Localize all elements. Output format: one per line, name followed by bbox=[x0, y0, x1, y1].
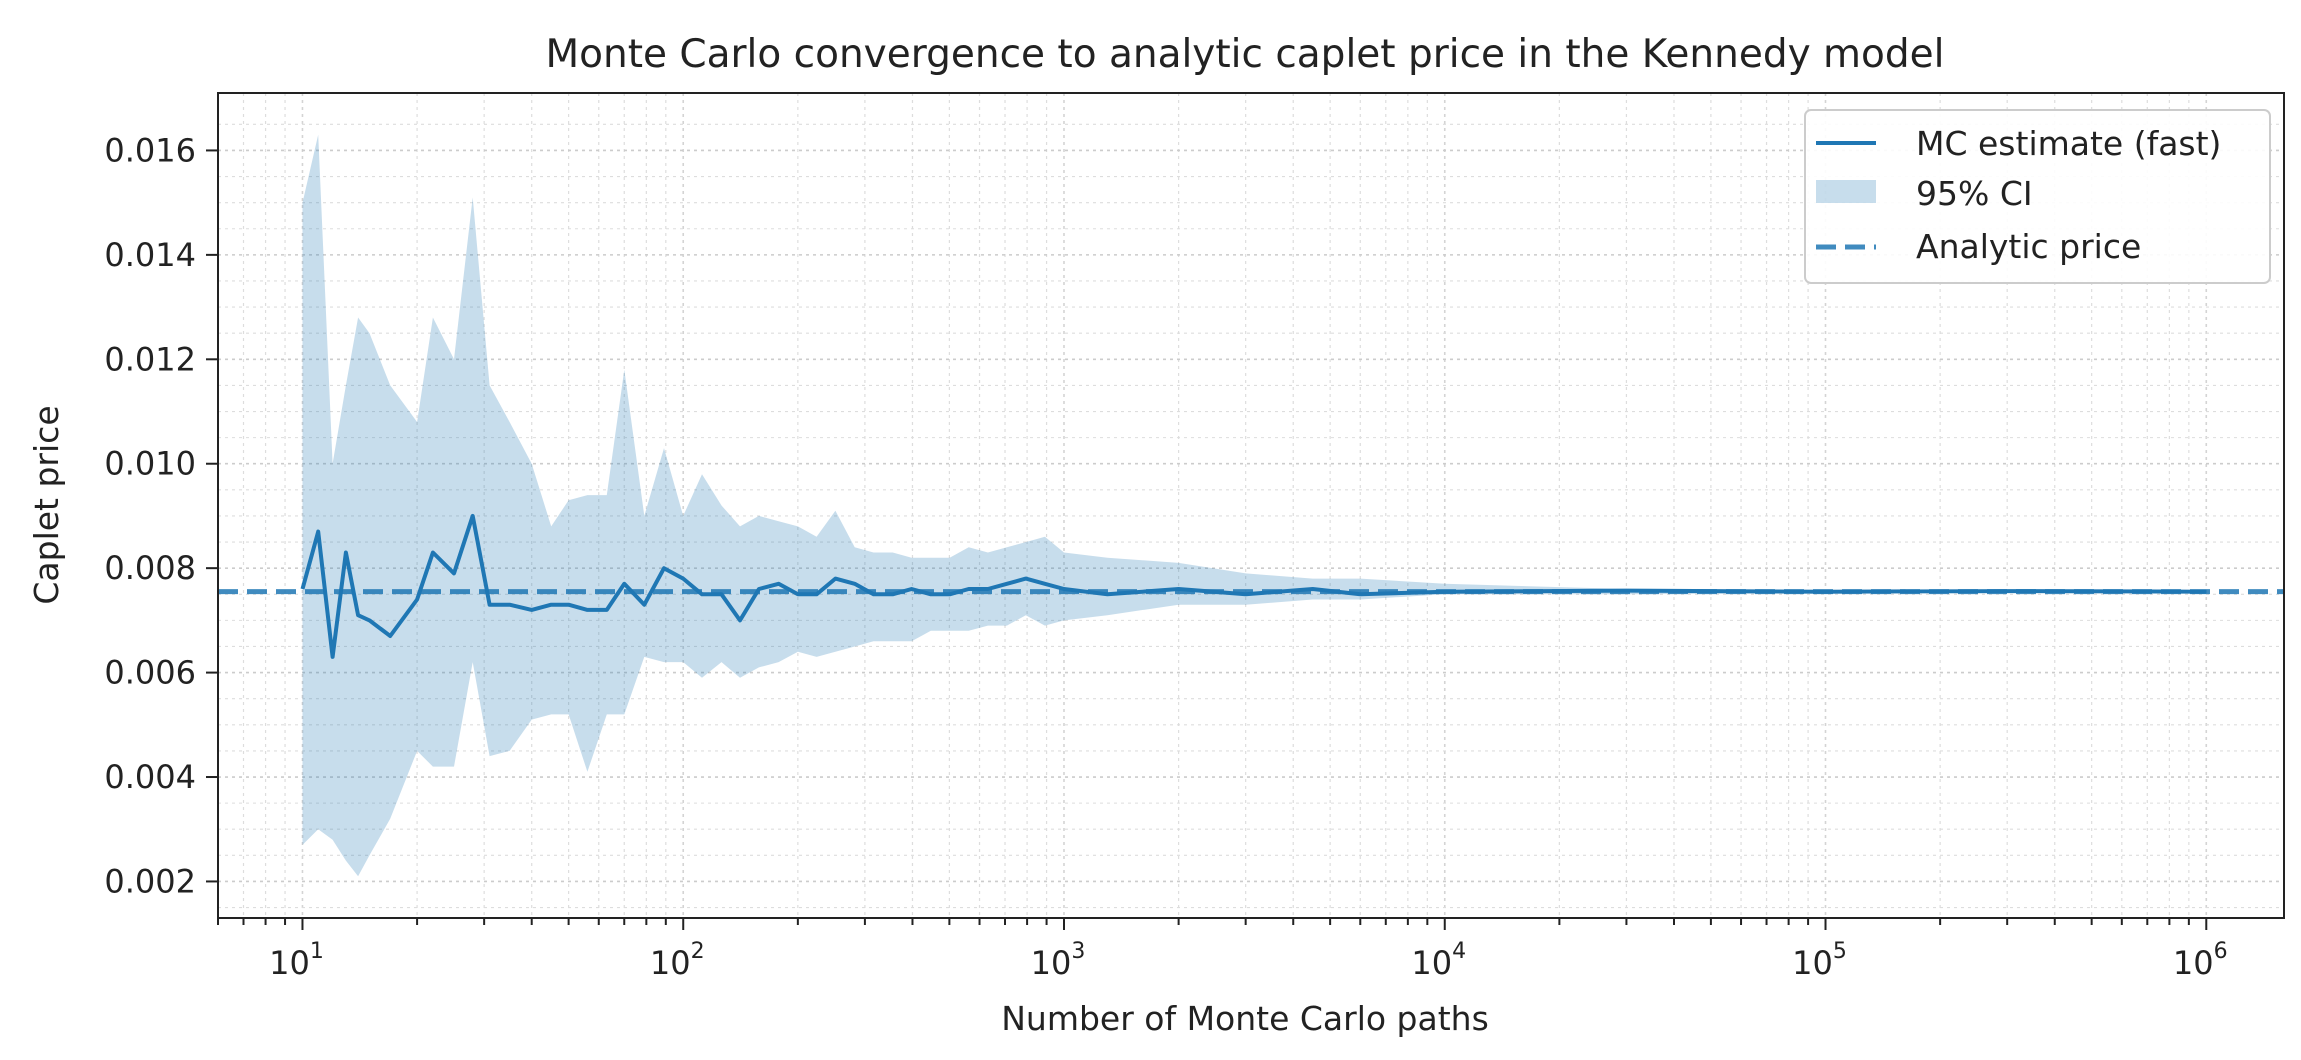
x-tick-exponent: 4 bbox=[1452, 939, 1466, 964]
x-tick-base: 10 bbox=[1411, 944, 1452, 982]
axes-frame bbox=[217, 92, 2285, 919]
x-tick-exponent: 5 bbox=[1833, 939, 1847, 964]
x-axis: 101 102 103 104 105 106 bbox=[217, 918, 2228, 982]
chart-title: Monte Carlo convergence to analytic capl… bbox=[545, 32, 1944, 77]
legend-box bbox=[1804, 109, 2271, 284]
y-tick-label: 0.010 bbox=[104, 445, 196, 483]
legend-swatch-ci bbox=[1816, 180, 1876, 203]
mc-estimate-line bbox=[300, 513, 2207, 659]
y-tick-label: 0.016 bbox=[104, 131, 196, 169]
x-tick-exponent: 1 bbox=[310, 939, 324, 964]
x-tick-label: 103 bbox=[1031, 939, 1086, 982]
x-tick-base: 10 bbox=[1031, 944, 1072, 982]
y-tick-label: 0.012 bbox=[104, 340, 196, 378]
x-axis-label: Number of Monte Carlo paths bbox=[1001, 999, 1489, 1038]
plot-area: 101 102 103 104 105 106 0.0020.0040.0060.0080… bbox=[104, 92, 2285, 982]
grid bbox=[217, 93, 2284, 918]
x-tick-label: 102 bbox=[650, 939, 705, 982]
y-tick-label: 0.006 bbox=[104, 654, 196, 692]
x-tick-base: 10 bbox=[1792, 944, 1833, 982]
y-tick-label: 0.014 bbox=[104, 236, 196, 274]
x-tick-label: 101 bbox=[269, 939, 324, 982]
y-axis: 0.002 0.004 0.006 0.008 0.010 0.012 0.014 0.016 bbox=[104, 131, 218, 900]
x-tick-label: 104 bbox=[1411, 939, 1466, 982]
legend-label-mc-estimate: MC estimate (fast) bbox=[1916, 124, 2221, 163]
x-tick-base: 10 bbox=[2173, 944, 2214, 982]
x-tick-label: 105 bbox=[1792, 939, 1847, 982]
x-tick-base: 10 bbox=[650, 944, 691, 982]
legend-label-ci: 95% CI bbox=[1916, 174, 2033, 213]
x-tick-exponent: 3 bbox=[1071, 939, 1085, 964]
x-tick-base: 10 bbox=[269, 944, 310, 982]
x-tick-exponent: 6 bbox=[2214, 939, 2228, 964]
y-tick-label: 0.002 bbox=[104, 862, 196, 900]
legend: MC estimate (fast) 95% CI Analytic price bbox=[1804, 109, 2271, 284]
x-tick-exponent: 2 bbox=[691, 939, 705, 964]
y-tick-label: 0.004 bbox=[104, 758, 196, 796]
y-tick-label: 0.008 bbox=[104, 549, 196, 587]
legend-label-analytic: Analytic price bbox=[1916, 227, 2141, 266]
x-tick-label: 106 bbox=[2173, 939, 2228, 982]
y-axis-label: Caplet price bbox=[27, 405, 66, 604]
